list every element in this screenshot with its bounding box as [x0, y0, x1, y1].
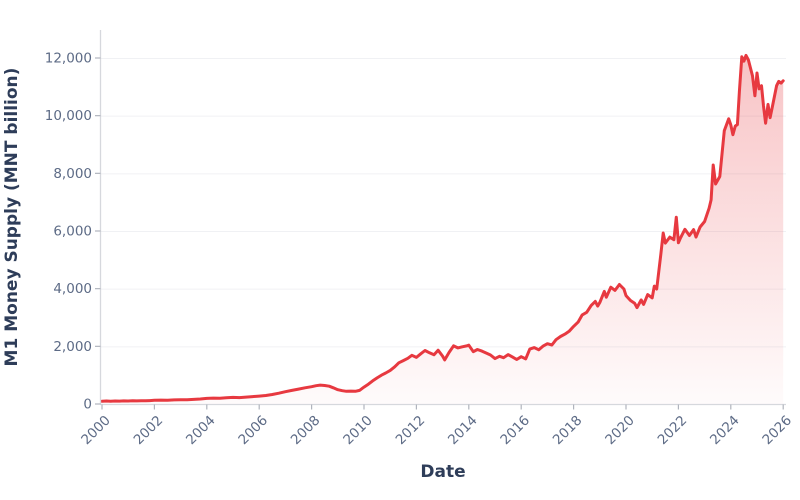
axes	[95, 30, 786, 410]
x-tick-label: 2002	[131, 413, 167, 449]
y-tick-labels: 0 2,000 4,000 6,000 8,000 10,000 12,000	[45, 51, 92, 413]
data-line	[100, 53, 785, 403]
area-fill	[102, 55, 784, 405]
x-tick-label: 2004	[183, 413, 219, 449]
series-line	[100, 53, 785, 403]
series-area	[102, 55, 784, 405]
x-tick-label: 2006	[235, 413, 271, 449]
x-tick-label: 2026	[759, 413, 795, 449]
y-tick-label: 6,000	[53, 224, 92, 240]
y-tick-label: 8,000	[53, 166, 92, 182]
x-axis-title: Date	[420, 462, 465, 482]
x-tick-label: 2010	[340, 413, 376, 449]
x-tick-label: 2018	[550, 413, 586, 449]
x-tick-label: 2022	[655, 413, 691, 449]
y-tick-label: 10,000	[45, 108, 92, 124]
x-tick-label: 2014	[445, 413, 481, 449]
y-tick-label: 12,000	[45, 51, 92, 67]
x-tick-label: 2024	[707, 413, 743, 449]
y-tick-label: 0	[83, 397, 92, 413]
x-tick-label: 2020	[602, 413, 638, 449]
x-tick-labels: 2000 2002 2004 2006 2008 2010 2012 2014 2016 2018…	[78, 413, 795, 449]
y-tick-label: 2,000	[53, 339, 92, 355]
y-tick-label: 4,000	[53, 281, 92, 297]
x-tick-label: 2008	[288, 413, 324, 449]
x-tick-label: 2016	[497, 413, 533, 449]
x-tick-label: 2012	[393, 413, 429, 449]
y-axis-title: M1 Money Supply (MNT billion)	[2, 68, 22, 367]
x-tick-label: 2000	[78, 413, 114, 449]
